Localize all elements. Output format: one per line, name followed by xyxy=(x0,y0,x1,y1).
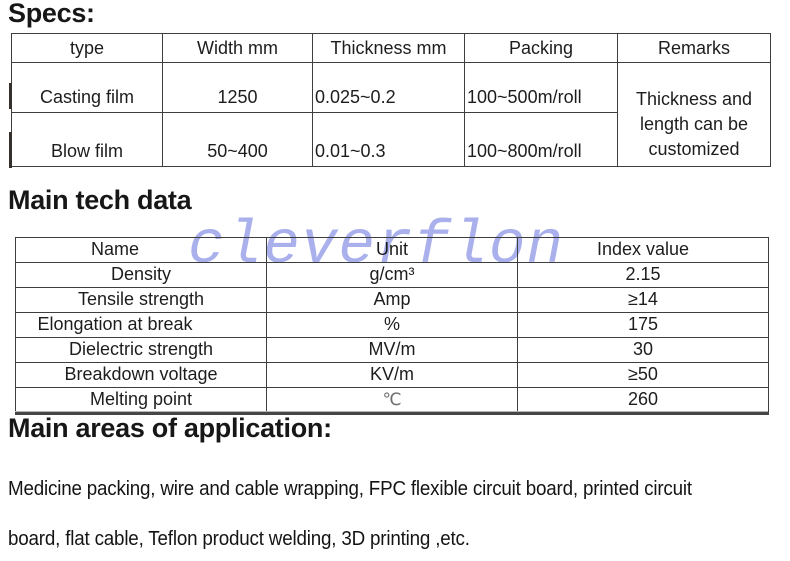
specs-cell-packing: 100~500m/roll xyxy=(464,62,618,113)
table-row: Casting film 1250 0.025~0.2 100~500m/rol… xyxy=(11,62,771,167)
specs-cell-thickness: 0.025~0.2 xyxy=(312,62,465,113)
specs-header-packing: Packing xyxy=(464,33,618,63)
specs-header-row: type Width mm Thickness mm Packing Remar… xyxy=(11,33,771,63)
table-bottom-shadow xyxy=(15,411,768,412)
tech-header-unit: Unit xyxy=(266,237,518,263)
tech-cell-name: Dielectric strength xyxy=(15,337,267,363)
tech-cell-unit: % xyxy=(266,312,518,338)
table-row: Melting point ℃ 260 xyxy=(15,387,769,415)
specs-heading: Specs: xyxy=(8,0,95,28)
tech-cell-value: 260 xyxy=(517,387,769,415)
table-row: Tensile strength Amp ≥14 xyxy=(15,287,769,313)
tech-cell-value: 30 xyxy=(517,337,769,363)
specs-cell-width: 50~400 xyxy=(162,111,313,168)
tech-cell-unit: MV/m xyxy=(266,337,518,363)
tech-cell-unit: g/cm³ xyxy=(266,262,518,288)
specs-cell-type: Casting film xyxy=(11,62,163,113)
tech-cell-value: ≥50 xyxy=(517,362,769,388)
tech-header-name: Name xyxy=(15,237,267,263)
specs-header-remarks: Remarks xyxy=(617,33,771,63)
application-text-line: Medicine packing, wire and cable wrappin… xyxy=(8,478,692,500)
tech-cell-value: 175 xyxy=(517,312,769,338)
tech-cell-name: Melting point xyxy=(15,387,267,415)
specs-header-thickness: Thickness mm xyxy=(312,33,465,63)
tech-cell-value: 2.15 xyxy=(517,262,769,288)
specs-header-type: type xyxy=(11,33,163,63)
tech-header-row: Name Unit Index value xyxy=(15,237,769,263)
table-row: Blow film 50~400 0.01~0.3 100~800m/roll xyxy=(11,111,771,168)
application-heading: Main areas of application: xyxy=(8,413,332,443)
scan-artifact-mark xyxy=(9,132,12,168)
tech-cell-name: Breakdown voltage xyxy=(15,362,267,388)
table-row: Dielectric strength MV/m 30 xyxy=(15,337,769,363)
specs-cell-packing: 100~800m/roll xyxy=(464,111,618,168)
tech-cell-unit: KV/m xyxy=(266,362,518,388)
specs-cell-thickness: 0.01~0.3 xyxy=(312,111,465,168)
tech-cell-name: Elongation at break xyxy=(15,312,267,338)
tech-cell-value: ≥14 xyxy=(517,287,769,313)
tech-cell-unit: Amp xyxy=(266,287,518,313)
specs-cell-width: 1250 xyxy=(162,62,313,113)
tech-header-index: Index value xyxy=(517,237,769,263)
specs-table: type Width mm Thickness mm Packing Remar… xyxy=(11,33,771,168)
scan-artifact-mark xyxy=(9,83,12,109)
table-row: Elongation at break % 175 xyxy=(15,312,769,338)
tech-cell-unit: ℃ xyxy=(266,387,518,415)
table-row: Breakdown voltage KV/m ≥50 xyxy=(15,362,769,388)
application-text-line: board, flat cable, Teflon product weldin… xyxy=(8,528,470,550)
table-row: Density g/cm³ 2.15 xyxy=(15,262,769,288)
specs-cell-type: Blow film xyxy=(11,111,163,168)
tech-cell-name: Density xyxy=(15,262,267,288)
tech-cell-name: Tensile strength xyxy=(15,287,267,313)
tech-data-heading: Main tech data xyxy=(8,185,192,215)
specs-header-width: Width mm xyxy=(162,33,313,63)
tech-data-table: Name Unit Index value Density g/cm³ 2.15… xyxy=(15,237,769,415)
specs-cell-remarks: Thickness and length can be customized xyxy=(617,62,771,167)
